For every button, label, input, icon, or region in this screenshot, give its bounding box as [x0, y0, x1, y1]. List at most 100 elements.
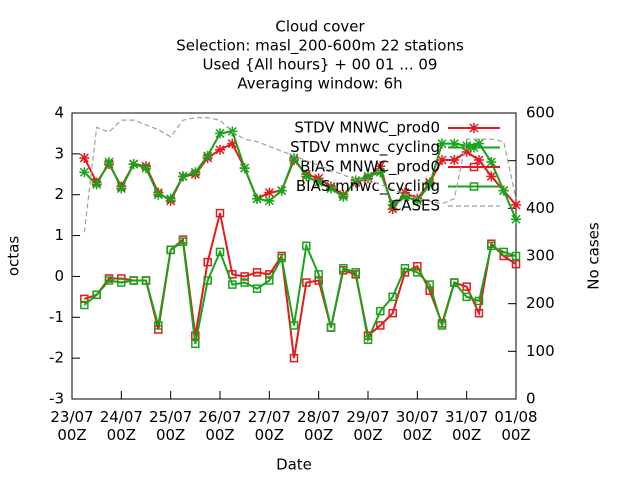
- marker: [289, 353, 299, 363]
- marker: [499, 247, 508, 257]
- y-tick-label: -2: [49, 349, 64, 367]
- marker: [252, 284, 262, 293]
- marker: [351, 268, 360, 277]
- legend-marker: [469, 142, 479, 153]
- marker: [215, 128, 225, 139]
- marker: [449, 138, 460, 149]
- y-tick-label: 0: [54, 267, 64, 285]
- marker: [450, 278, 459, 287]
- x-tick-label: 01/08 00Z: [494, 408, 537, 444]
- marker: [376, 321, 385, 330]
- marker: [462, 282, 471, 291]
- marker: [154, 321, 163, 330]
- x-tick-label: 28/07 00Z: [297, 408, 340, 444]
- marker: [387, 199, 398, 210]
- marker: [400, 191, 410, 202]
- marker: [412, 195, 423, 206]
- y2-tick-label: 0: [526, 390, 536, 408]
- marker: [302, 278, 311, 287]
- marker: [461, 146, 472, 157]
- series-line: [83, 239, 517, 345]
- chart-title: Selection: masl_200-600m 22 stations: [176, 37, 464, 56]
- marker: [202, 150, 213, 161]
- marker: [326, 183, 336, 194]
- marker: [339, 264, 348, 273]
- y-tick-label: -1: [49, 308, 64, 326]
- marker: [376, 306, 385, 316]
- marker: [104, 276, 114, 285]
- marker: [178, 171, 188, 182]
- marker: [511, 199, 521, 210]
- marker: [314, 270, 323, 279]
- marker: [425, 280, 434, 289]
- x-tick-label: 30/07 00Z: [396, 408, 439, 444]
- x-tick-label: 31/07 00Z: [445, 408, 488, 444]
- chart-title: Cloud cover: [275, 18, 365, 36]
- y2-tick-label: 200: [526, 294, 555, 312]
- marker: [141, 276, 151, 285]
- x-tick-label: 27/07 00Z: [248, 408, 291, 444]
- marker: [165, 193, 176, 204]
- marker: [91, 179, 102, 190]
- marker: [486, 157, 497, 168]
- marker: [227, 126, 238, 137]
- marker: [129, 276, 138, 285]
- marker: [252, 268, 262, 277]
- marker: [276, 185, 287, 196]
- x-tick-label: 26/07 00Z: [198, 408, 241, 444]
- marker: [190, 167, 201, 178]
- marker: [153, 189, 164, 200]
- marker: [264, 187, 275, 198]
- legend-label: STDV MNWC_prod0: [294, 119, 440, 138]
- marker: [80, 300, 89, 310]
- marker: [240, 272, 249, 281]
- marker: [227, 138, 238, 149]
- marker: [413, 268, 422, 277]
- marker: [116, 183, 127, 194]
- marker: [375, 167, 386, 178]
- marker: [228, 280, 237, 289]
- legend-label: STDV mnwc_cycling: [290, 138, 440, 157]
- marker: [388, 292, 397, 302]
- marker: [215, 247, 225, 257]
- marker: [388, 308, 397, 318]
- y-tick-label: -3: [49, 390, 64, 408]
- marker: [424, 179, 435, 190]
- marker: [302, 241, 311, 251]
- marker: [203, 276, 212, 285]
- marker: [79, 152, 90, 163]
- marker: [252, 193, 262, 204]
- marker: [363, 171, 373, 182]
- x-tick-label: 23/07 00Z: [50, 408, 93, 444]
- y-tick-label: 1: [54, 226, 64, 244]
- marker: [191, 339, 200, 349]
- marker: [486, 171, 497, 182]
- marker: [289, 152, 299, 163]
- marker: [265, 276, 274, 285]
- y2-tick-label: 500: [526, 151, 555, 169]
- marker: [437, 138, 447, 149]
- y2-tick-label: 400: [526, 199, 555, 217]
- marker: [474, 138, 484, 149]
- marker: [215, 208, 225, 218]
- marker: [264, 195, 275, 206]
- marker: [277, 253, 286, 263]
- marker: [413, 261, 422, 271]
- marker: [178, 237, 188, 246]
- marker: [462, 292, 471, 302]
- x-tick-label: 29/07 00Z: [346, 408, 389, 444]
- y2-tick-label: 100: [526, 342, 555, 360]
- marker: [474, 308, 484, 318]
- y-tick-label: 3: [54, 144, 64, 162]
- marker: [166, 245, 175, 255]
- marker: [117, 278, 126, 287]
- marker: [289, 321, 299, 330]
- marker: [80, 294, 89, 304]
- marker: [449, 154, 460, 165]
- marker: [338, 191, 349, 202]
- marker: [400, 264, 410, 273]
- marker: [511, 259, 521, 269]
- marker: [141, 163, 151, 174]
- marker: [104, 157, 114, 168]
